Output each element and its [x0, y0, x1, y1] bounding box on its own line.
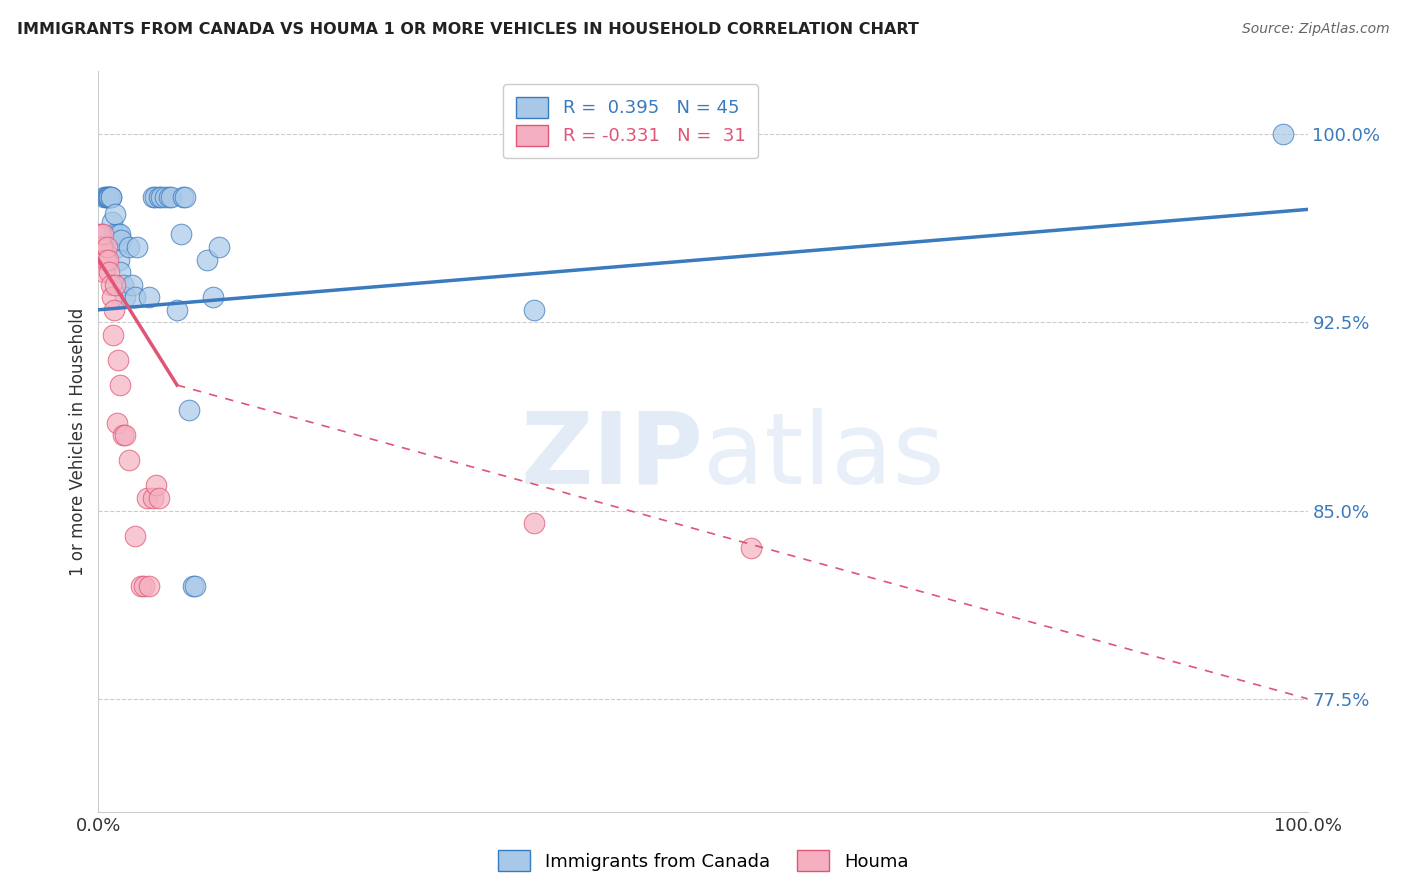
- Point: [96, 240, 118, 254]
- Point: [108, 227, 131, 242]
- Point: [94, 190, 117, 204]
- Point: [142, 190, 165, 204]
- Point: [166, 302, 188, 317]
- Point: [103, 302, 125, 317]
- Point: [101, 233, 124, 247]
- Point: [118, 240, 141, 254]
- Point: [100, 190, 122, 204]
- Point: [107, 227, 129, 242]
- Point: [89, 227, 111, 242]
- Point: [98, 190, 121, 204]
- Text: Source: ZipAtlas.com: Source: ZipAtlas.com: [1241, 22, 1389, 37]
- Point: [740, 541, 762, 556]
- Point: [96, 190, 118, 204]
- Point: [160, 190, 183, 204]
- Point: [110, 233, 132, 247]
- Point: [148, 190, 170, 204]
- Point: [90, 240, 112, 254]
- Y-axis label: 1 or more Vehicles in Household: 1 or more Vehicles in Household: [69, 308, 87, 575]
- Point: [114, 290, 136, 304]
- Point: [105, 416, 128, 430]
- Point: [100, 190, 122, 204]
- Point: [208, 240, 231, 254]
- Text: ZIP: ZIP: [520, 408, 703, 505]
- Point: [124, 290, 146, 304]
- Point: [104, 207, 127, 221]
- Point: [97, 190, 120, 204]
- Point: [195, 252, 218, 267]
- Point: [100, 277, 122, 292]
- Point: [127, 240, 149, 254]
- Legend: R =  0.395   N = 45, R = -0.331   N =  31: R = 0.395 N = 45, R = -0.331 N = 31: [503, 84, 758, 158]
- Point: [104, 277, 127, 292]
- Point: [91, 227, 114, 242]
- Point: [174, 190, 197, 204]
- Point: [142, 491, 165, 505]
- Point: [103, 227, 125, 242]
- Point: [169, 227, 191, 242]
- Point: [98, 265, 121, 279]
- Point: [145, 478, 167, 492]
- Point: [157, 190, 180, 204]
- Point: [121, 277, 143, 292]
- Point: [129, 579, 152, 593]
- Point: [97, 252, 120, 267]
- Point: [143, 190, 166, 204]
- Point: [108, 252, 131, 267]
- Point: [181, 579, 204, 593]
- Point: [172, 190, 194, 204]
- Point: [114, 428, 136, 442]
- Point: [108, 378, 131, 392]
- Point: [105, 240, 128, 254]
- Point: [124, 529, 146, 543]
- Point: [93, 252, 115, 267]
- Point: [93, 190, 115, 204]
- Legend: Immigrants from Canada, Houma: Immigrants from Canada, Houma: [491, 843, 915, 879]
- Point: [1272, 127, 1295, 141]
- Point: [91, 240, 114, 254]
- Point: [91, 227, 114, 242]
- Text: atlas: atlas: [703, 408, 945, 505]
- Point: [100, 290, 122, 304]
- Point: [108, 265, 131, 279]
- Point: [107, 353, 129, 368]
- Point: [111, 277, 134, 292]
- Point: [184, 579, 207, 593]
- Point: [111, 428, 134, 442]
- Point: [179, 403, 201, 417]
- Point: [134, 579, 156, 593]
- Point: [118, 453, 141, 467]
- Point: [101, 327, 124, 342]
- Point: [202, 290, 225, 304]
- Point: [98, 190, 121, 204]
- Point: [138, 290, 160, 304]
- Point: [523, 516, 546, 530]
- Text: IMMIGRANTS FROM CANADA VS HOUMA 1 OR MORE VEHICLES IN HOUSEHOLD CORRELATION CHAR: IMMIGRANTS FROM CANADA VS HOUMA 1 OR MOR…: [17, 22, 918, 37]
- Point: [523, 302, 546, 317]
- Point: [148, 491, 170, 505]
- Point: [138, 579, 160, 593]
- Point: [93, 265, 115, 279]
- Point: [100, 215, 122, 229]
- Point: [94, 252, 117, 267]
- Point: [153, 190, 176, 204]
- Point: [150, 190, 173, 204]
- Point: [135, 491, 157, 505]
